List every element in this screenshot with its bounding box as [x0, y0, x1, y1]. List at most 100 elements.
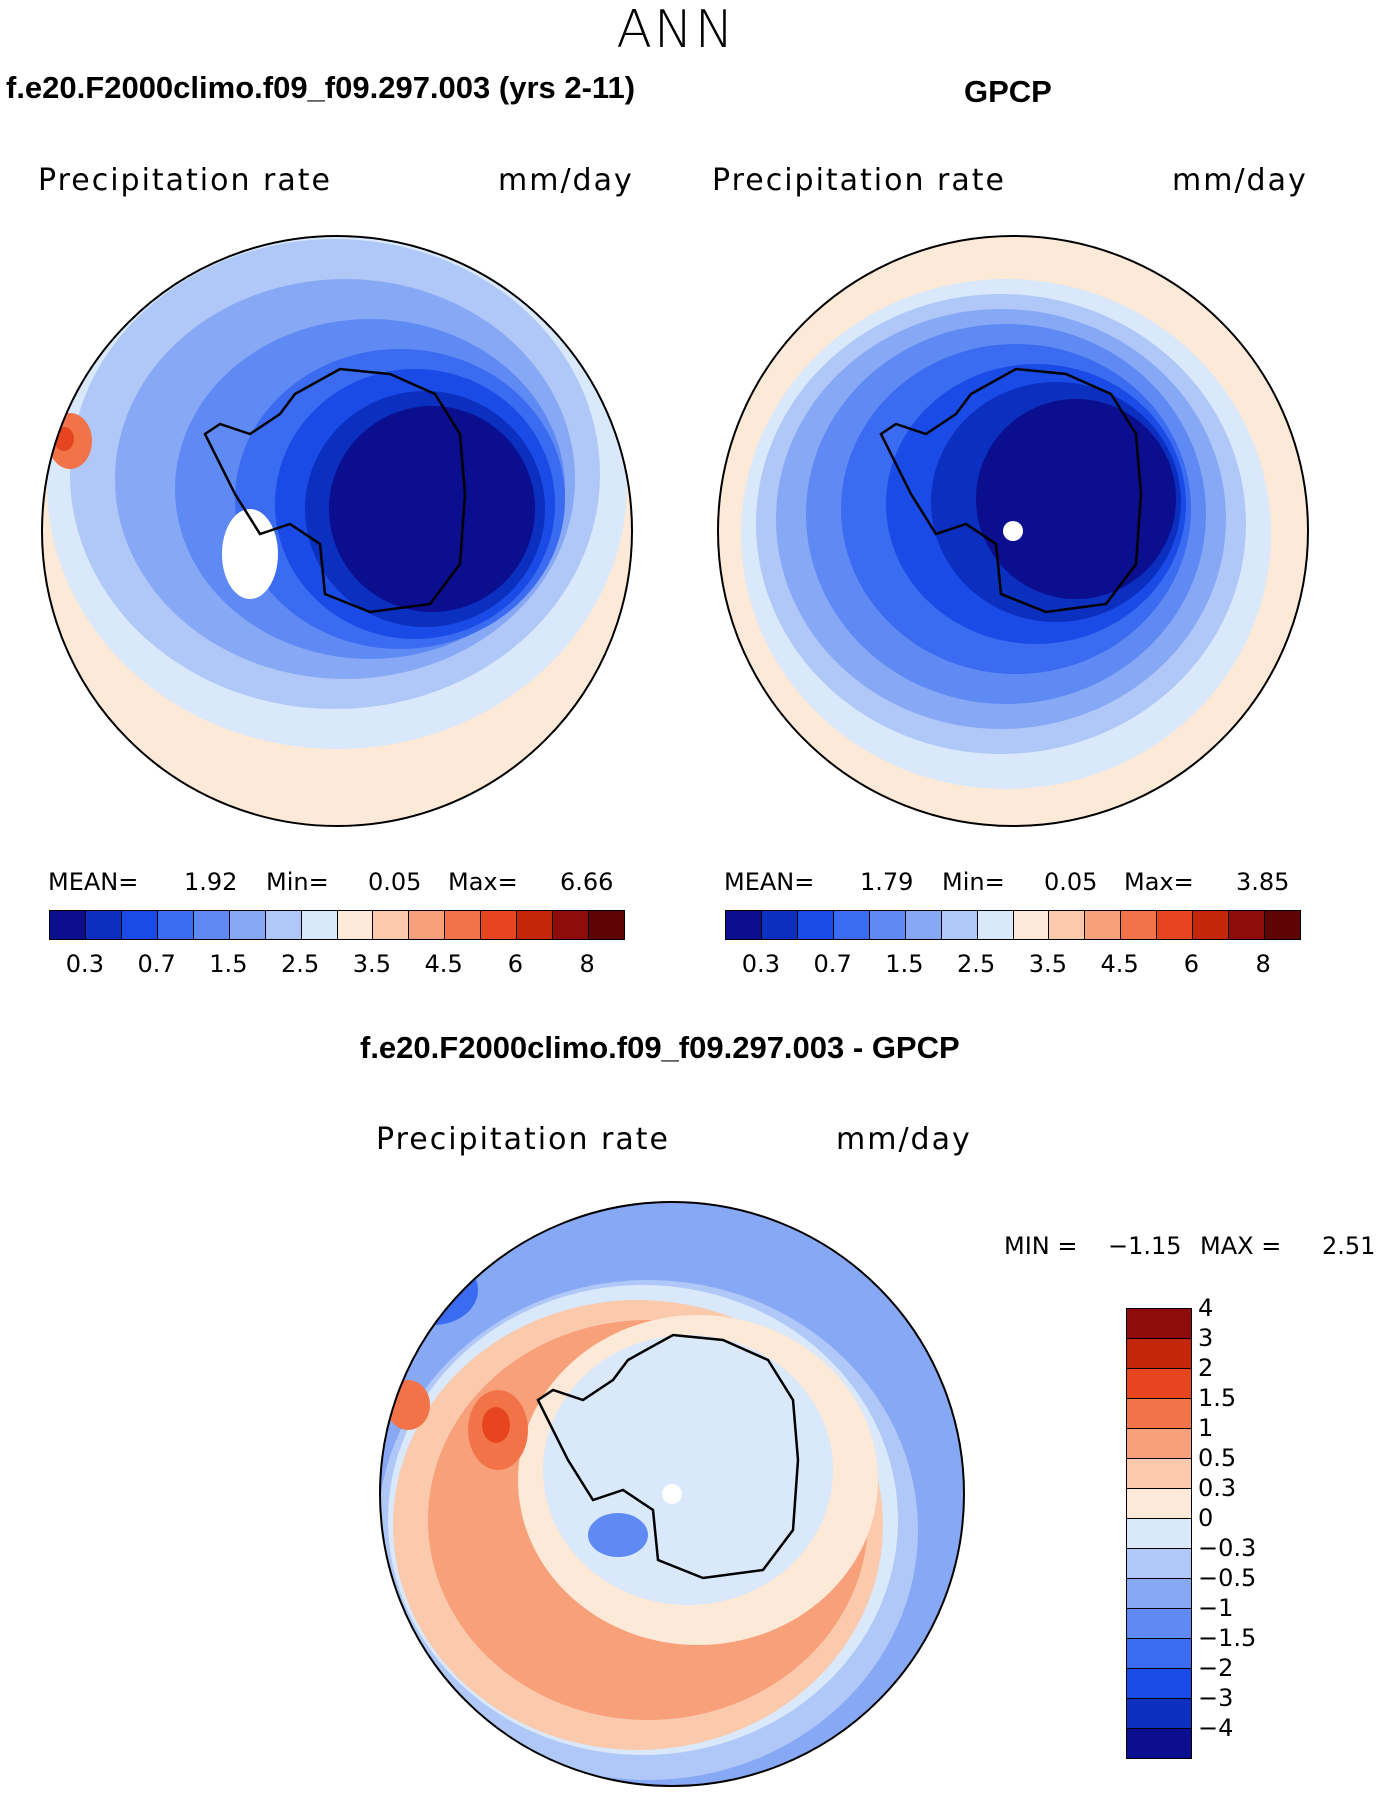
colorbar-box — [1265, 911, 1300, 939]
panel3-fill-core — [543, 1335, 833, 1605]
colorbar-box — [50, 911, 86, 939]
panel2-title: GPCP — [964, 74, 1052, 109]
colorbar-box — [1127, 1338, 1191, 1368]
colorbar-box — [1127, 1518, 1191, 1548]
colorbar-tick-label: 0.7 — [137, 950, 176, 978]
colorbar-tick-label: 4 — [1198, 1294, 1214, 1322]
colorbar-tick-label: 2.5 — [281, 950, 320, 978]
season-title: ANN — [616, 0, 736, 60]
colorbar-box — [301, 911, 338, 939]
colorbar-tick-label: 2.5 — [957, 950, 996, 978]
panel3-colorbar — [1126, 1308, 1192, 1759]
colorbar-tick-label: −1.5 — [1198, 1624, 1257, 1652]
colorbar-tick-label: −3 — [1198, 1684, 1234, 1712]
panel1-map-border — [41, 235, 633, 827]
colorbar-tick-label: 0.3 — [1198, 1474, 1237, 1502]
panel3-fill-peninsula-core — [482, 1407, 510, 1443]
panel3-coastline — [536, 1333, 800, 1580]
panel3-units: mm/day — [836, 1122, 972, 1157]
panel1-colorbar-labels: 0.3 0.7 1.5 2.5 3.5 4.5 6 8 — [49, 950, 623, 980]
colorbar-tick-label: 3.5 — [352, 950, 391, 978]
panel3-fill-hotspot — [386, 1380, 430, 1430]
colorbar-box — [1049, 911, 1086, 939]
panel1-variable: Precipitation rate — [38, 163, 332, 198]
colorbar-box — [517, 911, 554, 939]
colorbar-tick-label: 3.5 — [1028, 950, 1067, 978]
colorbar-box — [193, 911, 230, 939]
panel2-fill-core — [976, 399, 1176, 599]
colorbar-box — [481, 911, 518, 939]
colorbar-box — [1127, 1728, 1191, 1758]
panel1-max-value: 6.66 — [560, 868, 614, 896]
colorbar-box — [1121, 911, 1158, 939]
panel3-min-label: MIN = — [1004, 1232, 1078, 1260]
colorbar-box — [1127, 1608, 1191, 1638]
colorbar-box — [229, 911, 266, 939]
panel3-map — [379, 1201, 965, 1787]
panel2-variable: Precipitation rate — [712, 163, 1006, 198]
panel1-stats: MEAN= 1.92 Min= 0.05 Max= 6.66 — [48, 868, 624, 898]
colorbar-box — [1127, 1548, 1191, 1578]
colorbar-tick-label: 4.5 — [1100, 950, 1139, 978]
panel1-colorbar — [49, 910, 625, 940]
panel1-min-value: 0.05 — [368, 868, 422, 896]
colorbar-box — [869, 911, 906, 939]
colorbar-tick-label: 1 — [1198, 1414, 1214, 1442]
colorbar-box — [1127, 1578, 1191, 1608]
panel1-fill-peninsula-white — [222, 509, 278, 599]
panel2-min-value: 0.05 — [1044, 868, 1098, 896]
colorbar-tick-label: −1 — [1198, 1594, 1234, 1622]
colorbar-box — [833, 911, 870, 939]
panel2-min-label: Min= — [942, 868, 1005, 896]
colorbar-box — [1013, 911, 1050, 939]
panel3-pole-mask — [662, 1484, 682, 1504]
panel2-max-label: Max= — [1124, 868, 1194, 896]
colorbar-box — [157, 911, 194, 939]
colorbar-box — [1127, 1458, 1191, 1488]
colorbar-box — [373, 911, 410, 939]
panel1-title: f.e20.F2000climo.f09_f09.297.003 (yrs 2-… — [6, 70, 636, 105]
colorbar-box — [1127, 1309, 1191, 1338]
colorbar-box — [553, 911, 590, 939]
colorbar-box — [1127, 1368, 1191, 1398]
colorbar-tick-label: 3 — [1198, 1324, 1214, 1352]
colorbar-box — [121, 911, 158, 939]
panel1-units: mm/day — [498, 163, 634, 198]
colorbar-tick-label: 0 — [1198, 1504, 1214, 1532]
colorbar-tick-label: 1.5 — [1198, 1384, 1237, 1412]
panel1-mean-value: 1.92 — [184, 868, 238, 896]
colorbar-tick-label: 6 — [1183, 950, 1200, 978]
colorbar-tick-label: −0.3 — [1198, 1534, 1257, 1562]
colorbar-box — [337, 911, 374, 939]
colorbar-box — [1127, 1398, 1191, 1428]
colorbar-box — [941, 911, 978, 939]
colorbar-tick-label: 6 — [507, 950, 524, 978]
colorbar-box — [409, 911, 446, 939]
colorbar-box — [85, 911, 122, 939]
colorbar-tick-label: 0.7 — [813, 950, 852, 978]
panel2-units: mm/day — [1172, 163, 1308, 198]
colorbar-box — [1085, 911, 1122, 939]
panel2-mean-label: MEAN= — [724, 868, 815, 896]
colorbar-tick-label: 2 — [1198, 1354, 1214, 1382]
colorbar-box — [1193, 911, 1230, 939]
panel3-stats: MIN = −1.15 MAX = 2.51 — [1004, 1232, 1380, 1262]
colorbar-box — [1229, 911, 1266, 939]
panel2-colorbar-labels: 0.3 0.7 1.5 2.5 3.5 4.5 6 8 — [725, 950, 1299, 980]
colorbar-tick-label: 8 — [579, 950, 595, 978]
colorbar-tick-label: −0.5 — [1198, 1564, 1257, 1592]
panel1-max-label: Max= — [448, 868, 518, 896]
panel3-fill-blue-corner — [388, 1255, 478, 1325]
panel1-fill-core — [329, 406, 535, 612]
colorbar-tick-label: −2 — [1198, 1654, 1234, 1682]
panel1-mean-label: MEAN= — [48, 868, 139, 896]
panel1-min-label: Min= — [266, 868, 329, 896]
colorbar-tick-label: 4.5 — [424, 950, 463, 978]
panel2-pole-mask — [1003, 521, 1023, 541]
colorbar-box — [1157, 911, 1194, 939]
colorbar-box — [1127, 1638, 1191, 1668]
colorbar-box — [1127, 1698, 1191, 1728]
colorbar-box — [1127, 1428, 1191, 1458]
colorbar-tick-label: 0.3 — [65, 950, 104, 978]
panel3-map-border — [379, 1201, 965, 1787]
